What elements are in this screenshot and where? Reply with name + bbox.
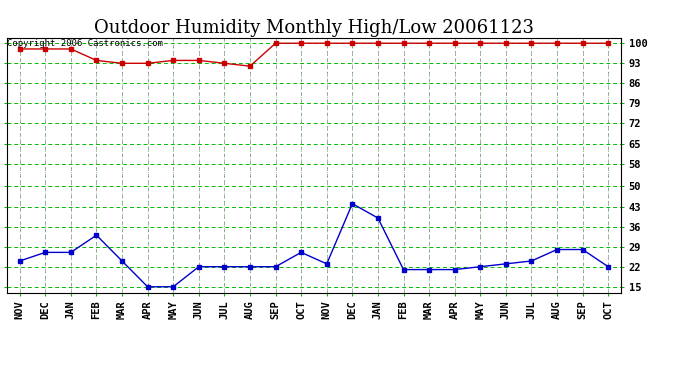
Text: Copyright 2006 Castronics.com: Copyright 2006 Castronics.com (7, 39, 163, 48)
Title: Outdoor Humidity Monthly High/Low 20061123: Outdoor Humidity Monthly High/Low 200611… (94, 20, 534, 38)
